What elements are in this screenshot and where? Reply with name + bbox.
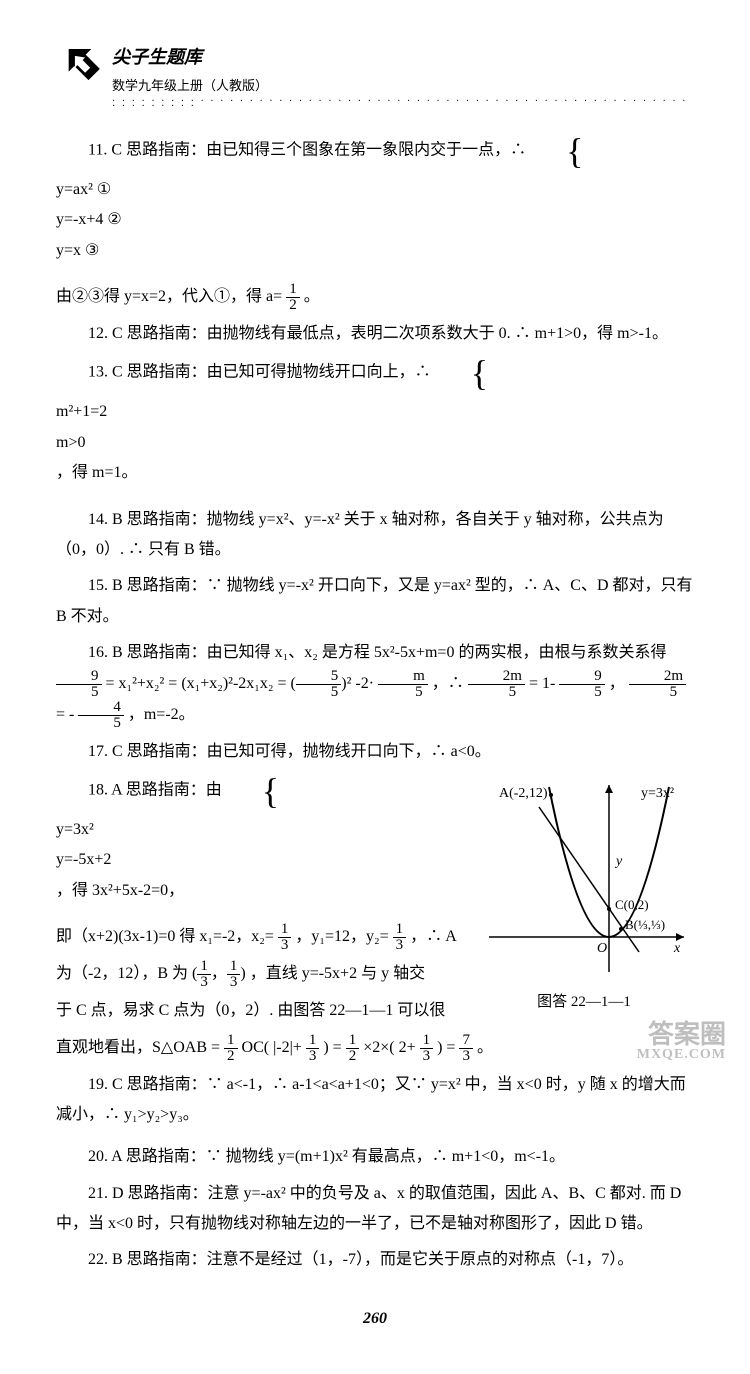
eq: y=ax² ①: [56, 175, 694, 205]
text: = x₁²+x₂² = (x₁+x₂)²-2x₁x₂ =: [106, 675, 287, 692]
fig-label-A: A(-2,12): [499, 786, 548, 801]
eq: m>0: [56, 428, 694, 458]
item-21: 21. D 思路指南：注意 y=-ax² 中的负号及 a、x 的取值范围，因此 …: [56, 1179, 694, 1240]
content-body: 11. C 思路指南：由已知得三个图象在第一象限内交于一点，∴ { y=ax² …: [56, 133, 694, 1276]
svg-text:O: O: [597, 941, 607, 956]
eq: y=-x+4 ②: [56, 205, 694, 235]
watermark-url: MXQE.COM: [637, 1048, 726, 1062]
left-brace-icon: {: [534, 133, 583, 169]
text: 。: [304, 288, 320, 305]
arrow-icon: [56, 42, 104, 101]
item-15: 15. B 思路指南：∵ 抛物线 y=-x² 开口向下，又是 y=ax² 型的，…: [56, 571, 694, 632]
left-brace-icon: {: [230, 773, 279, 809]
text: ，∴: [432, 675, 464, 692]
figure-22-1-1: A(-2,12) y=3x² y C(0,2) B(⅓,⅓) x O 图答 22…: [474, 777, 694, 1017]
item-22: 22. B 思路指南：注意不是经过（1，-7），而是它关于原点的对称点（-1，7…: [56, 1245, 694, 1275]
text: -2·: [355, 675, 374, 692]
text: = -: [56, 706, 74, 723]
text: 。: [477, 1039, 493, 1056]
text: ，m=-2。: [128, 706, 195, 723]
series-title: 尖子生题库: [112, 40, 694, 74]
left-brace-icon: {: [439, 355, 488, 391]
watermark-cn: 答案圈: [637, 1022, 726, 1048]
item-13: 13. C 思路指南：由已知可得抛物线开口向上，∴ {: [56, 355, 694, 391]
svg-text:C(0,2): C(0,2): [615, 897, 649, 912]
item-17: 17. C 思路指南：由已知可得，抛物线开口向下，∴ a<0。: [56, 737, 694, 767]
item-11-cont: 由②③得 y=x=2，代入①，得 a= 12 。: [56, 282, 694, 313]
item-16: 16. B 思路指南：由已知得 x₁、x₂ 是方程 5x²-5x+m=0 的两实…: [56, 638, 694, 730]
fig-curve-label: y=3x²: [641, 786, 674, 801]
item-14: 14. B 思路指南：抛物线 y=x²、y=-x² 关于 x 轴对称，各自关于 …: [56, 505, 694, 566]
text: 13. C 思路指南：由已知可得抛物线开口向上，∴: [88, 364, 431, 381]
figure-caption: 图答 22—1—1: [474, 988, 694, 1017]
text: 18. A 思路指南：由: [88, 782, 222, 799]
text: 即（x+2)(3x-1)=0 得 x₁=-2，x₂=: [56, 928, 274, 945]
item-11: 11. C 思路指南：由已知得三个图象在第一象限内交于一点，∴ {: [56, 133, 694, 169]
text: 11. C 思路指南：由已知得三个图象在第一象限内交于一点，∴: [88, 142, 526, 159]
text: ×2×( 2+: [363, 1039, 415, 1056]
eq: m²+1=2: [56, 397, 694, 427]
text: 直观地看出，S△OAB =: [56, 1039, 220, 1056]
text: ，y₁=12，y₂=: [295, 928, 388, 945]
text: ) =: [437, 1039, 455, 1056]
text: 由②③得 y=x=2，代入①，得 a=: [56, 288, 282, 305]
page-header: 尖子生题库 数学九年级上册（人教版） · · · · · · · · · · ·…: [56, 40, 694, 109]
text: = 1-: [529, 675, 555, 692]
item-12: 12. C 思路指南：由抛物线有最低点，表明二次项系数大于 0. ∴ m+1>0…: [56, 319, 694, 349]
svg-text:y: y: [614, 854, 623, 869]
eq: y=x ③: [56, 236, 694, 266]
text: OC( |-2|+: [242, 1039, 302, 1056]
text: ，∴ A: [410, 928, 457, 945]
svg-text:x: x: [673, 941, 681, 956]
page-number: 260: [56, 1304, 694, 1334]
text: ) =: [323, 1039, 341, 1056]
item-18e: 直观地看出，S△OAB = 12 OC( |-2|+ 13 ) = 12 ×2×…: [56, 1033, 694, 1064]
item-20: 20. A 思路指南：∵ 抛物线 y=(m+1)x² 有最高点，∴ m+1<0，…: [56, 1142, 694, 1172]
item-19: 19. C 思路指南：∵ a<-1，∴ a-1<a<a+1<0；又∵ y=x² …: [56, 1070, 694, 1131]
divider-dots: · · · · · · · · · · · · · · · · · · · · …: [112, 99, 694, 109]
text: ，得 3x²+5x-2=0，: [56, 882, 184, 899]
text: ，直线 y=-5x+2 与 y 轴交: [250, 965, 425, 982]
fraction: 12: [286, 282, 300, 313]
watermark: 答案圈 MXQE.COM: [637, 1022, 726, 1062]
text: ，: [609, 675, 625, 692]
text: 为（-2，12），B 为: [56, 965, 188, 982]
text: 16. B 思路指南：由已知得 x₁、x₂ 是方程 5x²-5x+m=0 的两实…: [88, 644, 666, 661]
svg-text:B(⅓,⅓): B(⅓,⅓): [625, 917, 665, 932]
text: ，得 m=1。: [56, 464, 137, 481]
